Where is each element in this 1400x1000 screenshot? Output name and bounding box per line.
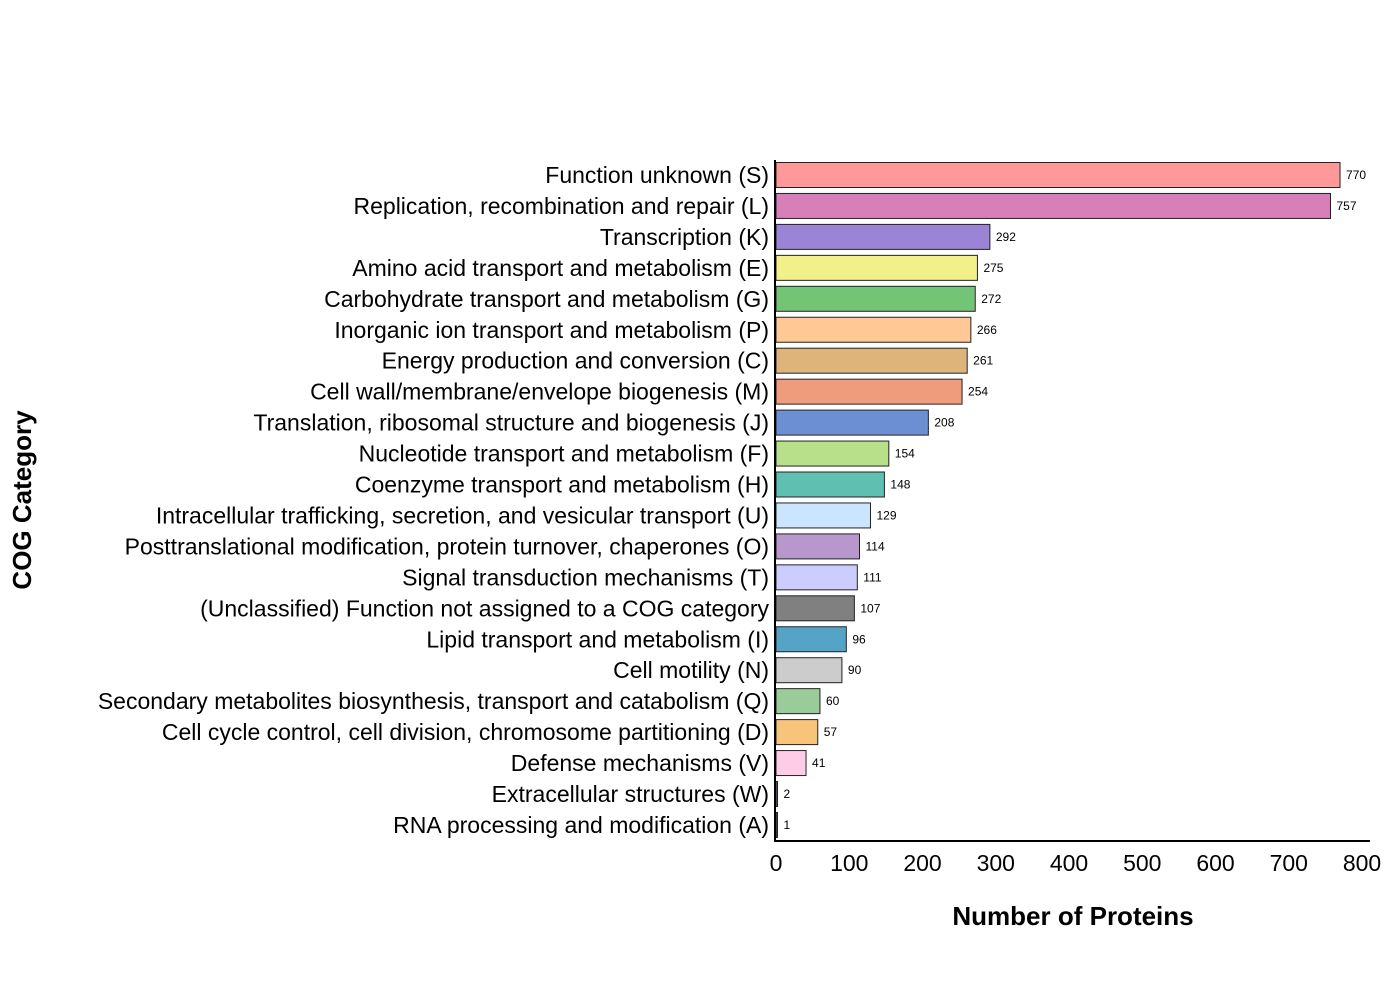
data-label: 57 [824,725,838,739]
category-label: Signal transduction mechanisms (T) [402,564,769,590]
x-tick-label: 600 [1196,850,1234,876]
bar [775,595,855,622]
data-label: 2 [784,787,791,801]
bar [775,192,1332,219]
category-label: Extracellular structures (W) [492,781,769,807]
bar [775,657,843,684]
category-label: Intracellular trafficking, secretion, an… [156,502,769,528]
bar [775,223,991,250]
data-label: 757 [1337,199,1357,213]
category-label: Nucleotide transport and metabolism (F) [359,441,769,467]
bar [775,347,968,374]
bar [775,440,890,467]
data-label: 275 [983,261,1003,275]
category-label: Defense mechanisms (V) [511,750,769,776]
bar [775,811,778,838]
category-label: Energy production and conversion (C) [382,348,769,374]
bar [775,409,929,436]
bar [775,719,819,746]
data-label: 261 [973,354,993,368]
data-label: 114 [866,539,885,553]
x-tick-label: 300 [977,850,1015,876]
x-axis-title: Number of Proteins [952,901,1193,931]
category-label: Function unknown (S) [545,162,769,188]
data-label: 272 [981,292,1001,306]
data-label: 129 [876,508,896,522]
x-tick-label: 100 [830,850,868,876]
bar [775,626,847,653]
category-label: (Unclassified) Function not assigned to … [200,595,769,621]
category-label: Replication, recombination and repair (L… [354,193,770,219]
category-label: Inorganic ion transport and metabolism (… [334,317,769,343]
category-label: Translation, ribosomal structure and bio… [253,410,769,436]
category-label: Lipid transport and metabolism (I) [426,626,769,652]
x-tick-label: 200 [903,850,941,876]
data-label: 770 [1346,168,1366,182]
x-tick-label: 700 [1270,850,1308,876]
x-tick-label: 500 [1123,850,1161,876]
data-label: 90 [848,663,862,677]
bar [775,471,885,498]
data-label: 60 [826,694,840,708]
bar [775,378,963,405]
bar [775,750,807,777]
bar [775,781,778,807]
data-label: 154 [895,447,915,461]
bar [775,502,871,529]
category-label: Cell wall/membrane/envelope biogenesis (… [310,379,769,405]
data-label: 96 [852,632,866,646]
bar [775,254,978,281]
bar [775,316,972,343]
bar [775,285,976,312]
data-label: 148 [890,478,910,492]
x-tick-label: 0 [770,850,783,876]
data-label: 111 [863,570,882,584]
x-tick-label: 400 [1050,850,1088,876]
y-axis-title: COG Category [7,410,37,590]
category-label: Cell motility (N) [613,657,769,683]
category-label: Cell cycle control, cell division, chrom… [162,719,769,745]
data-label: 208 [934,416,954,430]
category-label: Secondary metabolites biosynthesis, tran… [98,688,769,714]
data-label: 292 [996,230,1016,244]
category-label: Posttranslational modification, protein … [125,533,769,559]
bar [775,564,858,591]
bar [775,688,821,715]
data-label: 266 [977,323,997,337]
category-label: Amino acid transport and metabolism (E) [352,255,769,281]
data-label: 41 [812,756,826,770]
category-label: RNA processing and modification (A) [393,812,769,838]
data-label: 107 [860,601,880,615]
bar [775,533,861,560]
data-label: 254 [968,385,988,399]
x-tick-label: 800 [1343,850,1381,876]
category-label: Transcription (K) [600,224,769,250]
data-label: 1 [784,818,791,832]
category-label: Coenzyme transport and metabolism (H) [355,472,769,498]
category-label: Carbohydrate transport and metabolism (G… [324,286,769,312]
bar [775,162,1341,188]
